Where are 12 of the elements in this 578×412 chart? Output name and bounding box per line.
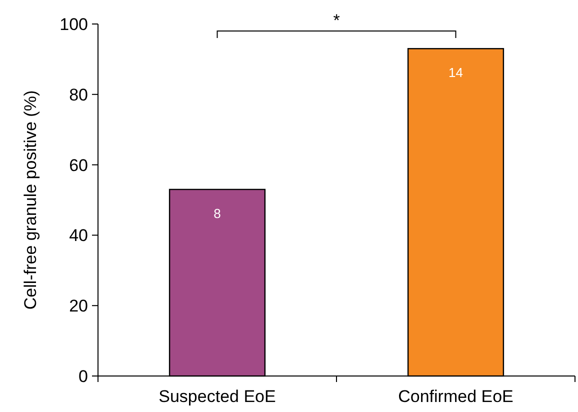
annotation: * — [333, 11, 340, 30]
y-tick-label: 80 — [69, 85, 88, 104]
y-tick-label: 0 — [78, 366, 88, 386]
y-tick-label: 60 — [69, 156, 88, 175]
annotation: 14 — [448, 65, 463, 80]
x-tick-label: Confirmed EoE — [398, 387, 514, 406]
y-axis-title: Cell-free granule positive (%) — [21, 90, 40, 310]
x-tick-label: Suspected EoE — [158, 387, 276, 406]
y-tick-label: 40 — [69, 226, 88, 246]
annotation: 8 — [214, 206, 221, 221]
y-tick-label: 100 — [60, 14, 88, 34]
y-tick-label: 20 — [69, 296, 88, 316]
